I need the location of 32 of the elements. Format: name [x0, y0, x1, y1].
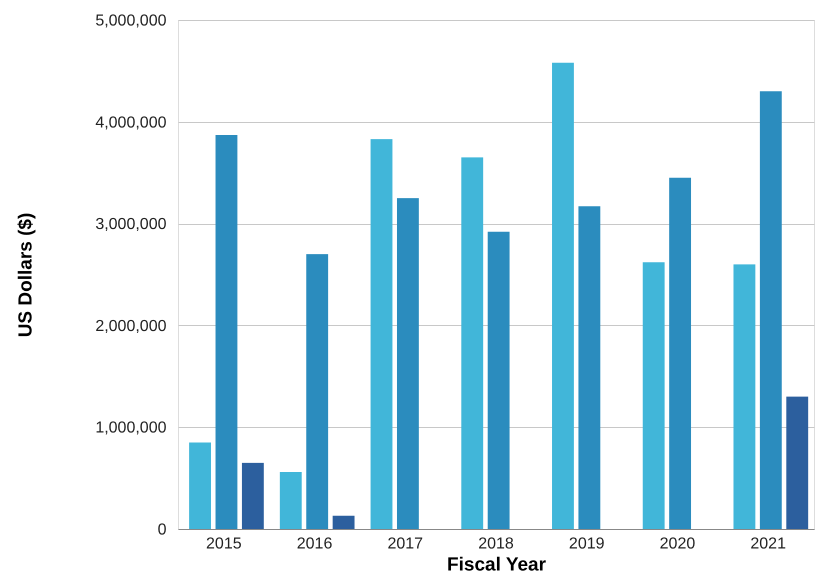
bar [733, 264, 756, 529]
y-axis-title: US Dollars ($) [15, 212, 36, 338]
bar [280, 472, 302, 529]
x-axis-title: Fiscal Year [447, 554, 547, 576]
bar [242, 462, 264, 529]
bar [642, 262, 665, 529]
x-tick-label: 2017 [387, 536, 424, 552]
bar [669, 178, 692, 529]
y-tick-label: 0 [158, 522, 167, 538]
y-tick-label: 1,000,000 [95, 420, 167, 437]
bar [306, 254, 328, 529]
bar [332, 516, 355, 529]
x-tick-label: 2021 [750, 536, 786, 552]
bar [396, 198, 419, 529]
y-tick-label: 4,000,000 [95, 114, 167, 132]
bar [370, 139, 392, 529]
x-tick-label: 2015 [206, 536, 242, 552]
bar [488, 232, 510, 529]
y-tick-label: 5,000,000 [95, 12, 167, 30]
bar [786, 396, 808, 529]
bar [461, 157, 484, 529]
bar [760, 91, 782, 529]
x-tick-label: 2020 [660, 536, 696, 552]
x-tick-label: 2019 [568, 536, 605, 552]
y-tick-label: 3,000,000 [95, 216, 167, 234]
bar [578, 206, 600, 529]
x-tick-label: 2018 [478, 536, 514, 552]
y-tick-label: 2,000,000 [95, 318, 167, 335]
bar [552, 62, 574, 529]
bar [189, 442, 211, 529]
bar [216, 135, 238, 529]
x-tick-label: 2016 [296, 536, 332, 552]
